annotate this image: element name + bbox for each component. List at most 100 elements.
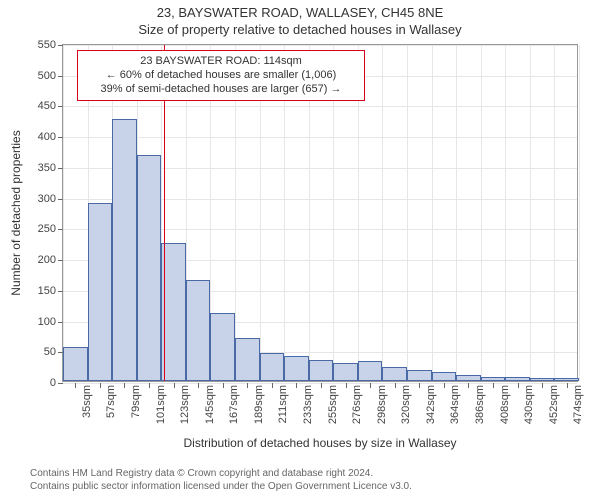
histogram-bar — [481, 377, 506, 381]
gridline-horizontal — [63, 45, 577, 46]
y-tick-label: 550 — [38, 39, 56, 51]
histogram-bar — [432, 372, 457, 381]
x-tick-label: 123sqm — [179, 385, 191, 424]
gridline-vertical — [407, 45, 408, 381]
histogram-bar — [260, 353, 285, 381]
x-tick — [395, 383, 396, 388]
gridline-vertical — [530, 45, 531, 381]
y-tick-label: 350 — [38, 162, 56, 174]
y-axis-label: Number of detached properties — [9, 130, 23, 295]
x-tick-label: 189sqm — [253, 385, 265, 424]
x-tick — [124, 383, 125, 388]
gridline-vertical — [579, 45, 580, 381]
x-tick — [247, 383, 248, 388]
x-tick-label: 255sqm — [327, 385, 339, 424]
x-tick-label: 101sqm — [155, 385, 167, 424]
x-tick — [493, 383, 494, 388]
x-tick-label: 430sqm — [523, 385, 535, 424]
y-tick-label: 250 — [38, 223, 56, 235]
y-tick-label: 450 — [38, 100, 56, 112]
histogram-bar — [505, 377, 530, 381]
x-tick-label: 386sqm — [474, 385, 486, 424]
gridline-vertical — [505, 45, 506, 381]
y-tick-label: 300 — [38, 193, 56, 205]
histogram-bar — [210, 313, 235, 381]
attribution-footer: Contains HM Land Registry data © Crown c… — [30, 468, 412, 493]
y-tick-label: 150 — [38, 285, 56, 297]
y-tick — [58, 383, 63, 384]
x-tick — [272, 383, 273, 388]
x-tick-label: 452sqm — [548, 385, 560, 424]
x-tick — [346, 383, 347, 388]
y-tick-label: 400 — [38, 131, 56, 143]
x-tick-label: 408sqm — [499, 385, 511, 424]
x-tick-label: 342sqm — [425, 385, 437, 424]
y-tick-label: 100 — [38, 316, 56, 328]
gridline-horizontal — [63, 106, 577, 107]
x-tick — [296, 383, 297, 388]
histogram-bar — [284, 356, 309, 381]
y-tick-label: 200 — [38, 254, 56, 266]
x-tick — [174, 383, 175, 388]
x-tick-label: 298sqm — [376, 385, 388, 424]
x-tick — [468, 383, 469, 388]
x-tick-label: 276sqm — [351, 385, 363, 424]
annotation-box: 23 BAYSWATER ROAD: 114sqm← 60% of detach… — [77, 50, 365, 101]
histogram-bar — [137, 155, 162, 381]
x-tick-label: 211sqm — [277, 385, 289, 423]
y-tick-label: 50 — [44, 346, 56, 358]
gridline-vertical — [63, 45, 64, 381]
x-tick — [419, 383, 420, 388]
x-tick — [542, 383, 543, 388]
x-tick — [223, 383, 224, 388]
x-tick — [198, 383, 199, 388]
histogram-bar — [456, 375, 481, 381]
histogram-bar — [112, 119, 137, 381]
x-tick — [444, 383, 445, 388]
histogram-bar — [186, 280, 211, 381]
footer-line-2: Contains public sector information licen… — [30, 481, 412, 494]
x-tick — [75, 383, 76, 388]
x-tick-label: 233sqm — [302, 385, 314, 424]
gridline-vertical — [432, 45, 433, 381]
x-tick-label: 79sqm — [130, 385, 142, 418]
x-tick — [370, 383, 371, 388]
x-axis-label: Distribution of detached houses by size … — [62, 436, 578, 450]
x-tick-label: 320sqm — [400, 385, 412, 424]
histogram-bar — [63, 347, 88, 381]
x-tick — [567, 383, 568, 388]
x-tick — [100, 383, 101, 388]
footer-line-1: Contains HM Land Registry data © Crown c… — [30, 468, 412, 481]
x-tick — [518, 383, 519, 388]
histogram-bar — [554, 378, 579, 381]
histogram-bar — [309, 360, 334, 382]
histogram-bar — [88, 203, 113, 381]
annotation-line: 39% of semi-detached houses are larger (… — [84, 83, 358, 97]
x-tick — [149, 383, 150, 388]
x-tick — [321, 383, 322, 388]
histogram-bar — [358, 361, 383, 381]
chart-supertitle: 23, BAYSWATER ROAD, WALLASEY, CH45 8NE — [0, 5, 600, 20]
histogram-bar — [161, 243, 186, 381]
chart-root: 23, BAYSWATER ROAD, WALLASEY, CH45 8NE S… — [0, 0, 600, 500]
annotation-line: ← 60% of detached houses are smaller (1,… — [84, 69, 358, 83]
histogram-bar — [382, 367, 407, 381]
x-tick-label: 35sqm — [81, 385, 93, 418]
x-tick-label: 145sqm — [204, 385, 216, 424]
y-tick-label: 0 — [50, 377, 56, 389]
gridline-vertical — [481, 45, 482, 381]
chart-subtitle: Size of property relative to detached ho… — [0, 22, 600, 37]
x-tick-label: 474sqm — [572, 385, 584, 424]
y-tick-label: 500 — [38, 70, 56, 82]
gridline-vertical — [554, 45, 555, 381]
gridline-horizontal — [63, 137, 577, 138]
histogram-bar — [235, 338, 260, 381]
histogram-bar — [333, 363, 358, 381]
histogram-bar — [407, 370, 432, 381]
gridline-vertical — [456, 45, 457, 381]
histogram-bar — [530, 378, 555, 381]
x-tick-label: 57sqm — [105, 385, 117, 418]
annotation-line: 23 BAYSWATER ROAD: 114sqm — [84, 55, 358, 69]
x-tick-label: 167sqm — [228, 385, 240, 424]
x-tick-label: 364sqm — [449, 385, 461, 424]
